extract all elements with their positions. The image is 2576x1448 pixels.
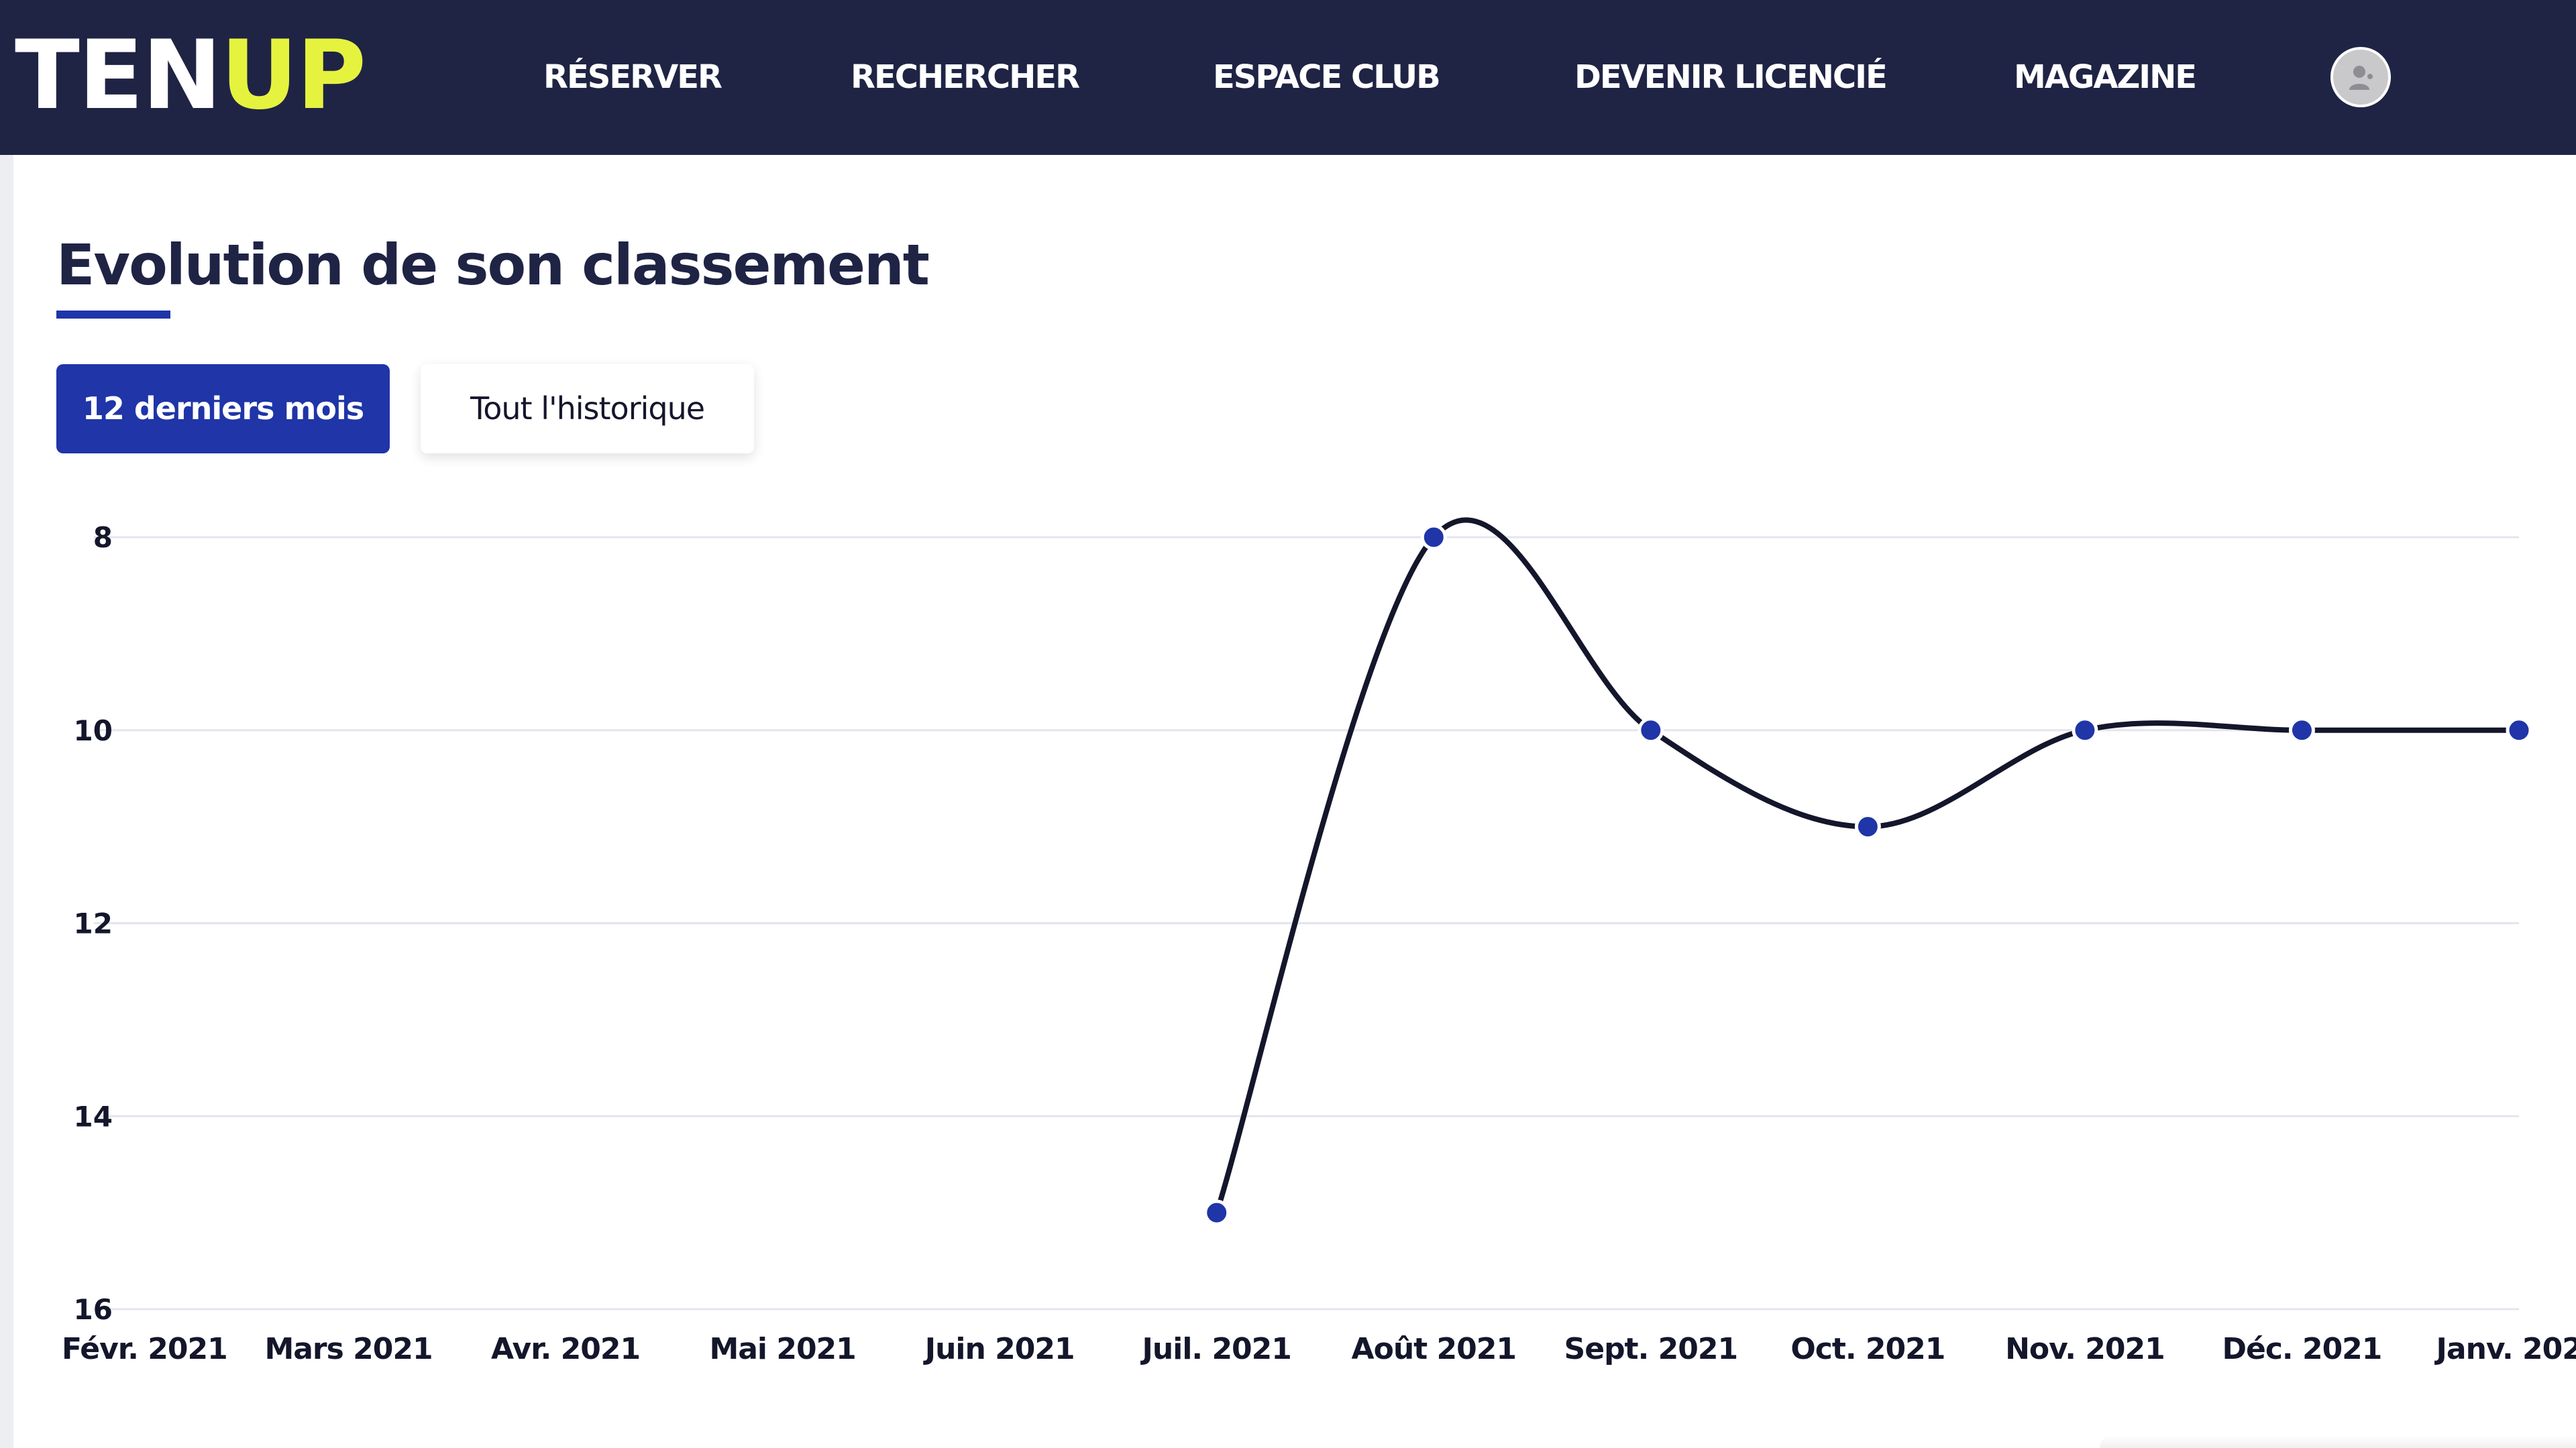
y-tick-label: 10	[74, 714, 113, 747]
tab-12-derniers-mois[interactable]: 12 derniers mois	[56, 364, 390, 453]
x-tick-label: Juil. 2021	[1140, 1332, 1291, 1366]
top-navigation-bar: TENUP RÉSERVER RECHERCHER ESPACE CLUB DE…	[0, 0, 2576, 155]
bottom-panel-edge	[2100, 1435, 2576, 1448]
tab-tout-historique[interactable]: Tout l'historique	[421, 364, 754, 453]
page-left-border	[0, 155, 13, 1448]
nav-item-reserver[interactable]: RÉSERVER	[543, 58, 722, 96]
data-point[interactable]	[1203, 1199, 1230, 1226]
x-tick-label: Janv. 2022	[2434, 1332, 2576, 1366]
x-tick-label: Févr. 2021	[62, 1332, 227, 1366]
user-avatar-button[interactable]	[2330, 47, 2391, 107]
y-tick-label: 16	[74, 1293, 113, 1326]
nav-item-devenir-licencie[interactable]: DEVENIR LICENCIÉ	[1574, 58, 1888, 96]
data-point[interactable]	[2072, 717, 2098, 744]
x-tick-label: Oct. 2021	[1790, 1332, 1945, 1366]
x-tick-label: Mars 2021	[264, 1332, 432, 1366]
page-title: Evolution de son classement	[56, 232, 930, 298]
y-tick-label: 12	[74, 907, 113, 940]
x-tick-label: Déc. 2021	[2222, 1332, 2381, 1366]
title-underline	[56, 311, 170, 319]
data-point[interactable]	[1638, 717, 1664, 744]
data-point[interactable]	[2506, 717, 2532, 744]
x-tick-label: Avr. 2021	[491, 1332, 640, 1366]
nav-item-magazine[interactable]: MAGAZINE	[2014, 58, 2197, 96]
x-tick-label: Nov. 2021	[2005, 1332, 2165, 1366]
nav-item-rechercher[interactable]: RECHERCHER	[851, 58, 1080, 96]
x-tick-label: Juin 2021	[923, 1332, 1075, 1366]
data-point[interactable]	[1420, 524, 1447, 551]
x-tick-label: Mai 2021	[709, 1332, 855, 1366]
logo-text-up: UP	[220, 20, 366, 131]
y-tick-label: 8	[93, 521, 113, 554]
y-tick-label: 14	[74, 1100, 113, 1133]
tenup-logo[interactable]: TENUP	[15, 25, 366, 126]
data-point[interactable]	[2288, 717, 2315, 744]
nav-item-espace-club[interactable]: ESPACE CLUB	[1213, 58, 1441, 96]
data-point[interactable]	[1854, 814, 1881, 840]
logo-text-ten: TEN	[15, 20, 222, 131]
x-tick-label: Août 2021	[1352, 1332, 1516, 1366]
ranking-series-line	[1214, 517, 2522, 1216]
ranking-evolution-chart: 8 10 12 14 16 Févr. 2021 Mars 2021 Avr. 2021 Ma…	[62, 517, 2576, 1366]
user-icon	[2349, 66, 2373, 90]
x-tick-label: Sept. 2021	[1564, 1332, 1738, 1366]
